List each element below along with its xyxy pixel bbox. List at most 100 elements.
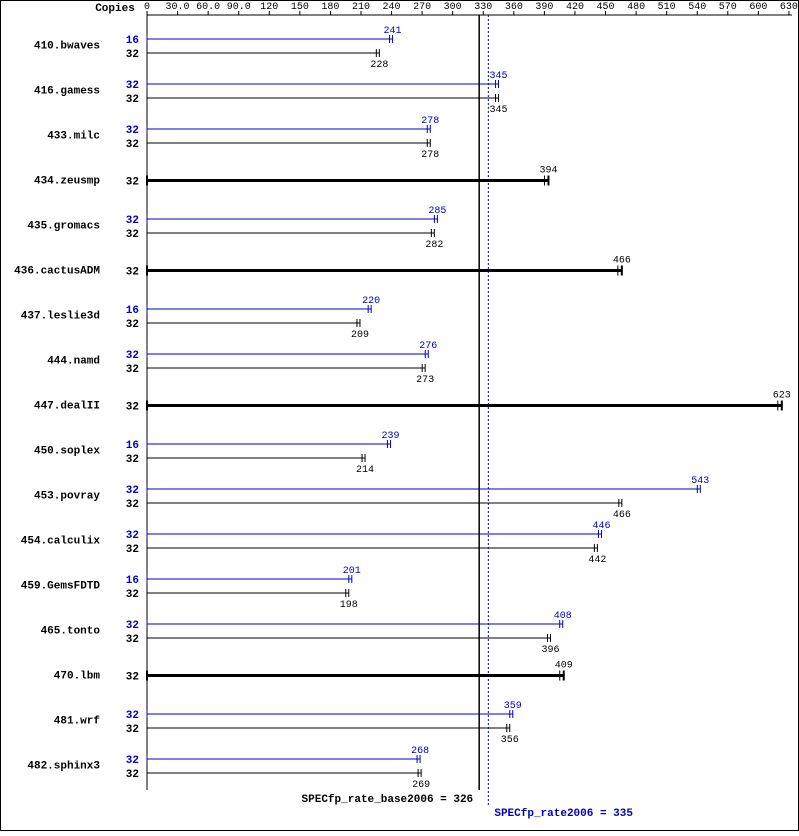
x-tick-label: 0 <box>144 2 150 13</box>
value-base: 623 <box>773 391 791 402</box>
copies-base: 32 <box>126 229 139 241</box>
x-tick-label: 120 <box>260 2 278 13</box>
copies-peak: 32 <box>126 485 139 497</box>
copies-peak: 16 <box>126 35 139 47</box>
copies-base: 32 <box>126 139 139 151</box>
x-tick-label: 300 <box>444 2 462 13</box>
value-base: 409 <box>555 661 573 672</box>
copies-base: 32 <box>126 454 139 466</box>
copies-base: 32 <box>126 402 139 414</box>
benchmark-label: 447.dealII <box>34 401 100 413</box>
x-tick-label: 330 <box>474 2 492 13</box>
copies-header: Copies <box>95 3 135 15</box>
value-peak: 446 <box>592 521 610 532</box>
x-tick-label: 210 <box>352 2 370 13</box>
x-tick-label: 30.0 <box>166 2 190 13</box>
benchmark-label: 481.wrf <box>54 716 101 728</box>
benchmark-label: 459.GemsFDTD <box>21 581 101 593</box>
value-base: 209 <box>351 330 369 341</box>
value-base: 356 <box>501 735 519 746</box>
copies-base: 32 <box>126 49 139 61</box>
x-tick-label: 150 <box>291 2 309 13</box>
x-tick-label: 540 <box>688 2 706 13</box>
value-base: 282 <box>425 240 443 251</box>
copies-peak: 32 <box>126 710 139 722</box>
chart-border <box>1 1 799 831</box>
value-peak: 278 <box>421 116 439 127</box>
x-tick-label: 180 <box>321 2 339 13</box>
value-base: 345 <box>490 105 508 116</box>
copies-peak: 16 <box>126 440 139 452</box>
spec-rate-chart: 0 30.0 60.0 90.0 120 150 180 210 240 270 300 330 360… <box>0 0 799 831</box>
x-tick-label: 270 <box>413 2 431 13</box>
benchmark-label: 435.gromacs <box>27 221 100 233</box>
copies-peak: 32 <box>126 80 139 92</box>
value-base: 228 <box>370 60 388 71</box>
x-tick-label: 90.0 <box>227 2 251 13</box>
copies-base: 32 <box>126 589 139 601</box>
value-base: 396 <box>541 645 559 656</box>
value-base: 394 <box>539 166 557 177</box>
copies-peak: 32 <box>126 215 139 227</box>
value-peak: 201 <box>343 566 361 577</box>
benchmark-label: 444.namd <box>47 356 100 368</box>
copies-peak: 32 <box>126 530 139 542</box>
value-peak: 241 <box>384 26 402 37</box>
x-tick-label: 60.0 <box>196 2 220 13</box>
value-base: 269 <box>412 780 430 791</box>
x-tick-label: 480 <box>627 2 645 13</box>
value-base: 278 <box>421 150 439 161</box>
copies-base: 32 <box>126 724 139 736</box>
x-tick-label: 420 <box>566 2 584 13</box>
copies-base: 32 <box>126 769 139 781</box>
x-tick-label: 240 <box>383 2 401 13</box>
x-tick-label: 630 <box>780 2 798 13</box>
copies-peak: 32 <box>126 125 139 137</box>
value-base: 214 <box>356 465 374 476</box>
benchmark-label: 470.lbm <box>54 671 101 683</box>
value-base: 442 <box>588 555 606 566</box>
copies-peak: 16 <box>126 575 139 587</box>
copies-base: 32 <box>126 319 139 331</box>
benchmark-label: 416.gamess <box>34 86 100 98</box>
value-peak: 408 <box>554 611 572 622</box>
summary-peak-label: SPECfp_rate2006 = 335 <box>494 808 633 820</box>
value-base: 466 <box>613 256 631 267</box>
benchmark-label: 465.tonto <box>41 626 101 638</box>
x-tick-label: 600 <box>749 2 767 13</box>
benchmark-label: 482.sphinx3 <box>27 761 100 773</box>
value-base: 198 <box>340 600 358 611</box>
copies-base: 32 <box>126 634 139 646</box>
copies-base: 32 <box>126 672 139 684</box>
value-peak: 276 <box>419 341 437 352</box>
value-peak: 543 <box>691 476 709 487</box>
benchmark-label: 433.milc <box>47 131 100 143</box>
value-base: 273 <box>416 375 434 386</box>
value-base: 466 <box>613 510 631 521</box>
copies-base: 32 <box>126 499 139 511</box>
x-tick-label: 360 <box>505 2 523 13</box>
x-tick-label: 570 <box>719 2 737 13</box>
benchmark-label: 454.calculix <box>21 536 101 548</box>
x-tick-label: 390 <box>535 2 553 13</box>
value-peak: 220 <box>362 296 380 307</box>
benchmark-label: 434.zeusmp <box>34 176 100 188</box>
value-peak: 345 <box>490 71 508 82</box>
value-peak: 268 <box>411 746 429 757</box>
copies-base: 32 <box>126 364 139 376</box>
copies-peak: 32 <box>126 755 139 767</box>
x-tick-label: 450 <box>597 2 615 13</box>
benchmark-label: 453.povray <box>34 491 100 503</box>
copies-base: 32 <box>126 94 139 106</box>
benchmark-label: 410.bwaves <box>34 41 100 53</box>
copies-base: 32 <box>126 177 139 189</box>
copies-base: 32 <box>126 544 139 556</box>
copies-peak: 32 <box>126 620 139 632</box>
value-peak: 285 <box>428 206 446 217</box>
copies-peak: 16 <box>126 305 139 317</box>
copies-base: 32 <box>126 267 139 279</box>
benchmark-label: 436.cactusADM <box>14 266 100 278</box>
value-peak: 359 <box>504 701 522 712</box>
benchmark-label: 450.soplex <box>34 446 100 458</box>
summary-base-label: SPECfp_rate_base2006 = 326 <box>302 794 474 806</box>
